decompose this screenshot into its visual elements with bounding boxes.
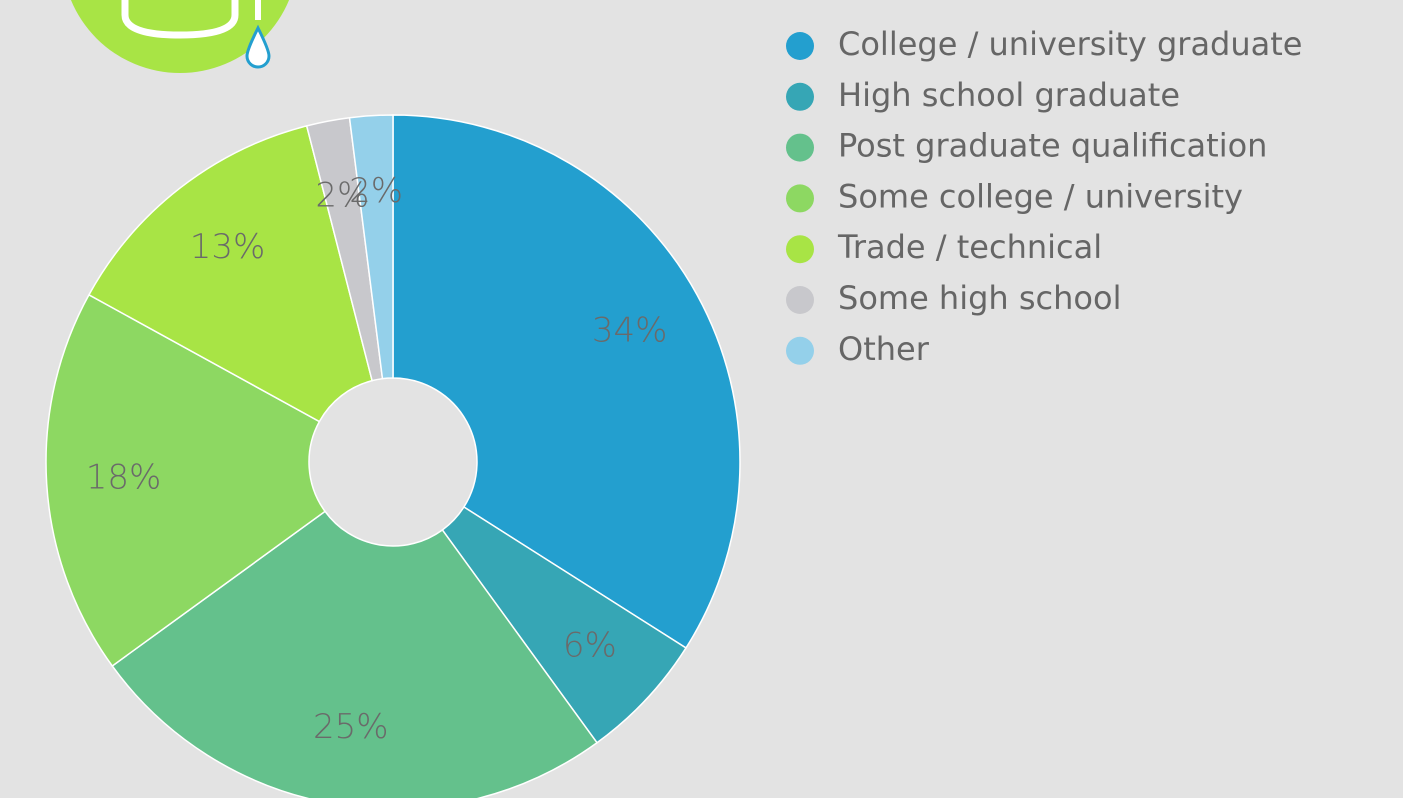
data-label: 34%: [592, 310, 668, 350]
data-label: 2%: [315, 175, 369, 215]
slice: [348, 114, 394, 380]
slice: [45, 293, 327, 668]
legend-swatch: [786, 82, 814, 111]
donut: 34% 6% 25% 18% 13% 2%2%: [45, 114, 741, 798]
data-label: 6%: [563, 625, 617, 665]
logo-icon: [70, 0, 290, 73]
legend-swatch: [786, 133, 814, 162]
slice: [87, 124, 374, 423]
data-label: 25%: [313, 707, 389, 747]
legend-swatch: [786, 32, 814, 60]
legend-label: College / university graduate: [838, 25, 1302, 63]
data-label: 2%: [349, 171, 403, 211]
legend-swatch: [786, 184, 814, 213]
legend-swatch: [786, 286, 814, 314]
slice: [111, 510, 599, 798]
legend-label: Other: [838, 330, 930, 368]
legend: College / university graduate High school…: [786, 25, 1302, 368]
slice: [392, 114, 741, 649]
legend-label: Some high school: [838, 279, 1121, 317]
logo-cup: [121, 0, 239, 39]
legend-label: Post graduate qualification: [838, 127, 1267, 165]
data-label: 18%: [86, 457, 162, 497]
data-label: 13%: [190, 227, 266, 267]
legend-swatch: [786, 235, 814, 264]
legend-swatch: [786, 336, 814, 365]
legend-label: Trade / technical: [837, 228, 1102, 266]
legend-label: High school graduate: [838, 76, 1180, 114]
logo-drop: [245, 24, 271, 69]
legend-label: Some college / university: [838, 177, 1243, 215]
